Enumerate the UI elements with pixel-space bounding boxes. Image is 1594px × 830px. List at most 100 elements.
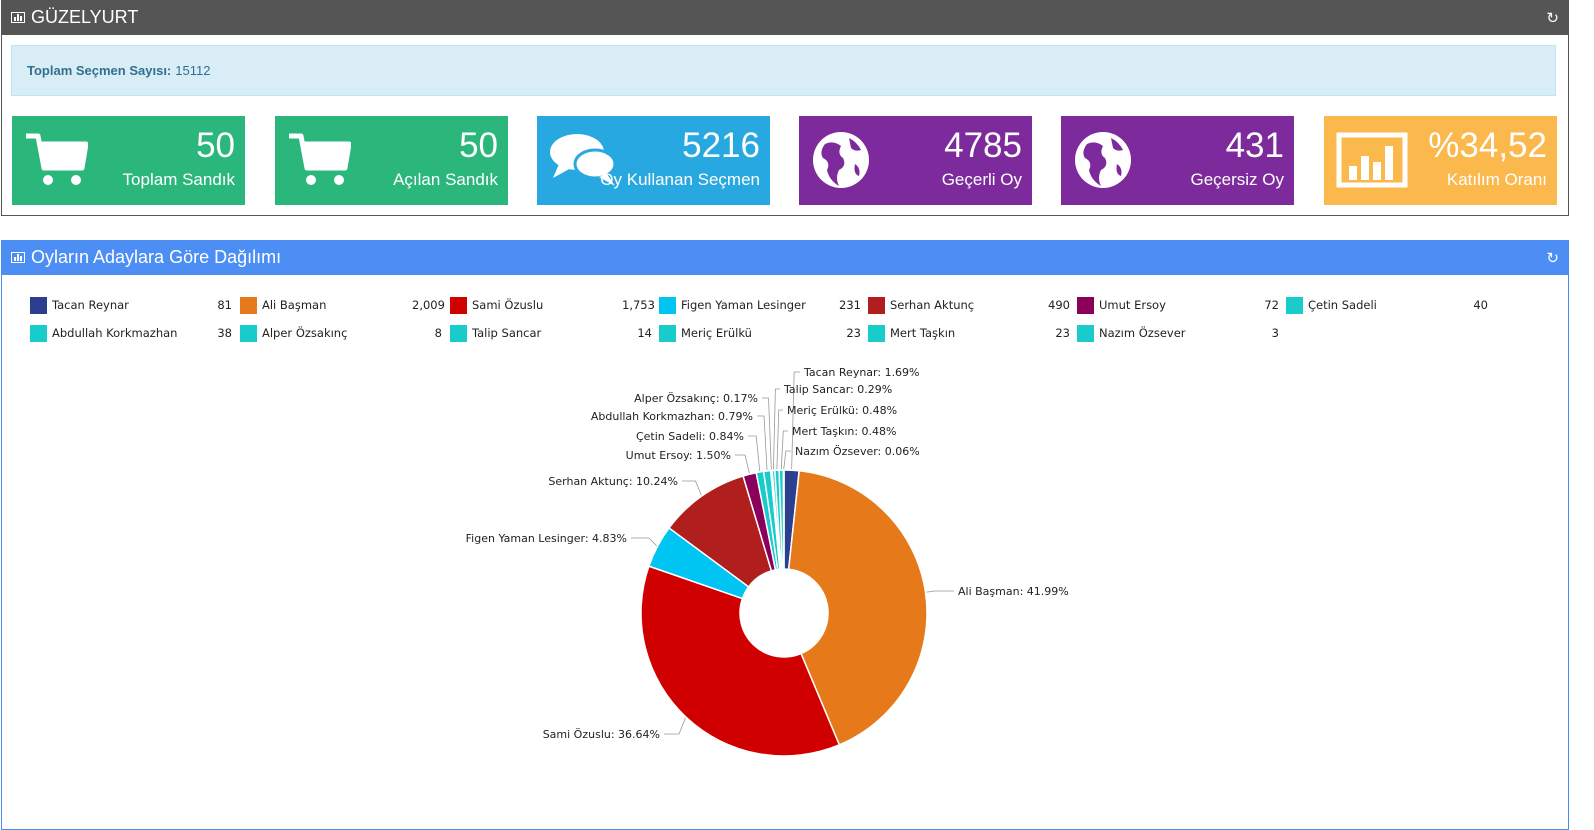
pie-slice[interactable] (640, 565, 841, 757)
label-connector (773, 388, 780, 470)
vote-distribution-header: Oyların Adaylara Göre Dağılımı ↻ (1, 240, 1569, 275)
legend-name: Tacan Reynar (52, 298, 129, 312)
legend-item[interactable]: Serhan Aktunç 490 (868, 296, 1070, 314)
stat-value: 4785 (944, 126, 1022, 165)
legend-value: 231 (839, 298, 861, 312)
chart-icon (11, 252, 25, 263)
stat-value: 50 (196, 126, 235, 165)
slice-label: Alper Özsakınç: 0.17% (634, 392, 758, 405)
stat-tile-opened-ballot-boxes: 50 Açılan Sandık (275, 116, 508, 205)
legend-name: Alper Özsakınç (262, 326, 348, 340)
legend-item[interactable]: Umut Ersoy 72 (1077, 296, 1279, 314)
legend-swatch (30, 324, 47, 342)
bar-chart-icon (1336, 132, 1408, 188)
legend-name: Ali Başman (262, 298, 327, 312)
legend-value: 23 (1055, 326, 1070, 340)
legend-value: 72 (1264, 298, 1279, 312)
stat-tile-invalid-votes: 431 Geçersiz Oy (1061, 116, 1294, 205)
legend-name: Talip Sancar (472, 326, 542, 340)
legend-value: 38 (217, 326, 232, 340)
district-title: GÜZELYURT (31, 7, 139, 27)
legend-name: Nazım Özsever (1099, 326, 1186, 340)
label-connector (682, 480, 702, 496)
legend-item[interactable]: Meriç Erülkü 23 (659, 324, 861, 342)
legend-swatch (1077, 324, 1094, 342)
label-connector (783, 450, 791, 470)
label-connector (664, 717, 686, 735)
legend-value: 23 (846, 326, 861, 340)
legend-item[interactable]: Abdullah Korkmazhan 38 (30, 324, 232, 342)
total-voters-label: Toplam Seçmen Sayısı: (27, 63, 172, 78)
globe-icon (813, 132, 869, 188)
legend-value: 2,009 (412, 298, 445, 312)
label-connector (926, 590, 954, 593)
stat-value: %34,52 (1428, 126, 1547, 165)
legend-item[interactable]: Tacan Reynar 81 (30, 296, 232, 314)
cart-icon (289, 133, 351, 185)
district-header: GÜZELYURT ↻ (1, 0, 1569, 35)
legend-name: Figen Yaman Lesinger (681, 298, 806, 312)
legend-item[interactable]: Çetin Sadeli 40 (1286, 296, 1488, 314)
stat-label: Açılan Sandık (393, 170, 498, 189)
stat-tile-valid-votes: 4785 Geçerli Oy (799, 116, 1032, 205)
legend-name: Sami Özuslu (472, 298, 544, 312)
legend-value: 3 (1271, 326, 1279, 340)
stat-label: Geçerli Oy (941, 170, 1022, 189)
legend-swatch (30, 296, 47, 314)
stat-label: Katılım Oranı (1446, 170, 1547, 189)
label-connector (791, 371, 800, 470)
slice-label: Ali Başman: 41.99% (958, 585, 1069, 598)
legend-value: 40 (1473, 298, 1488, 312)
legend-value: 490 (1048, 298, 1070, 312)
label-connector (762, 397, 772, 470)
stat-tile-voters-voted: 5216 Oy Kullanan Seçmen (537, 116, 770, 205)
legend-name: Meriç Erülkü (681, 326, 752, 340)
pie-slice[interactable] (787, 469, 928, 746)
slice-label: Meriç Erülkü: 0.48% (787, 404, 897, 417)
comments-icon (550, 134, 617, 186)
legend-item[interactable]: Nazım Özsever 3 (1077, 324, 1279, 342)
legend-item[interactable]: Mert Taşkın 23 (868, 324, 1070, 342)
legend-item[interactable]: Ali Başman 2,009 (240, 296, 445, 314)
legend-item[interactable]: Alper Özsakınç 8 (240, 324, 442, 342)
slice-label: Abdullah Korkmazhan: 0.79% (591, 410, 753, 423)
legend-name: Mert Taşkın (890, 326, 956, 340)
label-connector (735, 454, 750, 474)
stat-tile-turnout-rate: %34,52 Katılım Oranı (1324, 116, 1557, 205)
label-connector (780, 430, 788, 470)
label-connector (776, 409, 783, 470)
stat-value: 431 (1225, 126, 1284, 165)
pie-slice[interactable] (782, 469, 785, 570)
legend-swatch (240, 324, 257, 342)
legend-item[interactable]: Figen Yaman Lesinger 231 (659, 296, 861, 314)
cart-icon (26, 133, 88, 185)
label-connector (631, 537, 657, 547)
legend-name: Abdullah Korkmazhan (52, 326, 178, 340)
total-voters-value: 15112 (175, 63, 211, 78)
vote-distribution-title: Oyların Adaylara Göre Dağılımı (31, 247, 282, 267)
slice-label: Mert Taşkın: 0.48% (792, 425, 897, 438)
slice-label: Talip Sancar: 0.29% (783, 383, 892, 396)
legend-swatch (868, 296, 885, 314)
refresh-icon[interactable]: ↻ (1546, 9, 1559, 27)
refresh-icon[interactable]: ↻ (1546, 249, 1559, 267)
label-connector (748, 435, 761, 472)
legend-name: Çetin Sadeli (1308, 298, 1377, 312)
legend-value: 8 (434, 326, 442, 340)
legend-name: Umut Ersoy (1099, 298, 1166, 312)
legend-swatch (1286, 296, 1303, 314)
legend-item[interactable]: Sami Özuslu 1,753 (450, 296, 655, 314)
slice-label: Umut Ersoy: 1.50% (626, 449, 731, 462)
globe-icon (1075, 132, 1131, 188)
legend-item[interactable]: Talip Sancar 14 (450, 324, 652, 342)
legend-swatch (450, 324, 467, 342)
legend-value: 14 (637, 326, 652, 340)
legend-value: 1,753 (622, 298, 655, 312)
legend-swatch (450, 296, 467, 314)
slice-label: Çetin Sadeli: 0.84% (636, 430, 744, 443)
slice-label: Serhan Aktunç: 10.24% (548, 475, 678, 488)
stat-tile-total-ballot-boxes: 50 Toplam Sandık (12, 116, 245, 205)
stat-value: 5216 (682, 126, 760, 165)
legend-swatch (240, 296, 257, 314)
